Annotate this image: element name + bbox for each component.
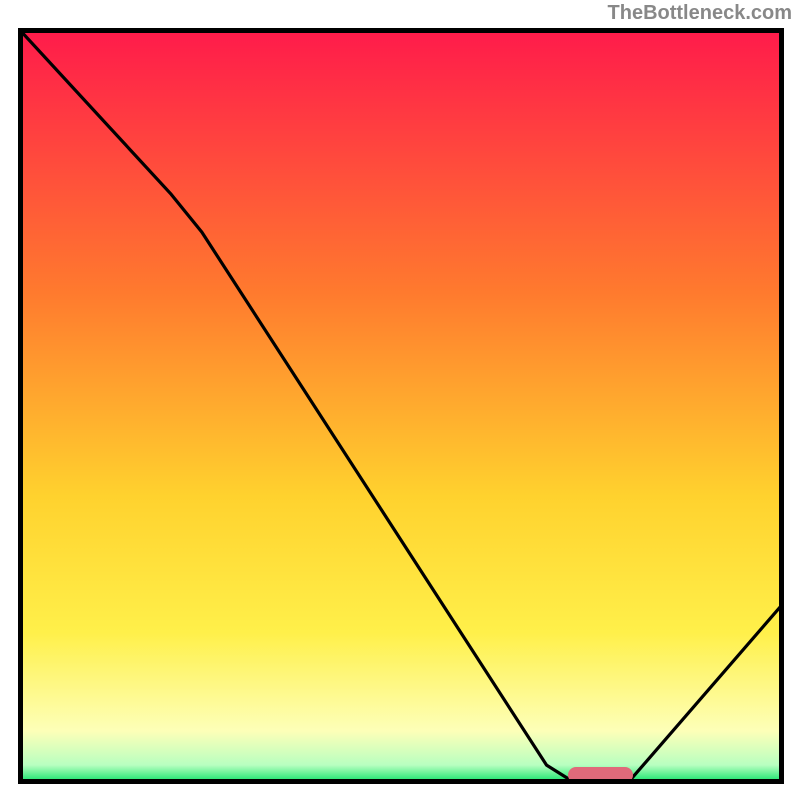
watermark-text: TheBottleneck.com: [608, 2, 792, 25]
chart-container: TheBottleneck.com: [0, 0, 800, 800]
plot-gradient-background: [18, 28, 784, 784]
optimal-marker: [568, 767, 633, 784]
